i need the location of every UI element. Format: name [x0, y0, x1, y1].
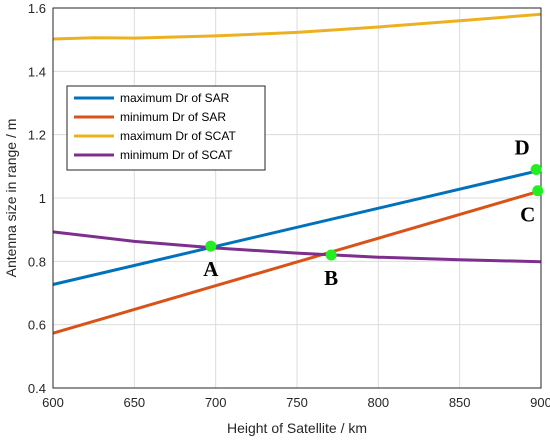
point-marker-a — [205, 240, 217, 252]
legend: maximum Dr of SAR minimum Dr of SAR maximu… — [66, 85, 266, 171]
series-lines — [52, 12, 542, 335]
series-line-2 — [52, 12, 542, 41]
point-marker-d — [530, 164, 542, 175]
grid-lines — [52, 7, 542, 389]
point-label-a: A — [203, 257, 219, 281]
legend-label-0: maximum Dr of SAR — [120, 91, 230, 105]
legend-label-2: maximum Dr of SCAT — [120, 129, 236, 143]
legend-label-1: minimum Dr of SAR — [120, 110, 226, 124]
y-tick-label: 0.6 — [28, 318, 46, 333]
x-tick-label: 900 — [530, 395, 550, 410]
series-line-3 — [52, 230, 542, 264]
point-label-c: C — [520, 203, 535, 227]
series-line-0 — [52, 168, 542, 286]
y-tick-label: 1.6 — [28, 1, 46, 16]
axis-ticks: 600 650 700 750 800 850 900 0.4 0.6 0.8 1 1.2 1.4 1.6 — [28, 1, 550, 410]
y-axis-title: Antenna size in range / m — [3, 119, 19, 278]
y-tick-label: 0.4 — [28, 381, 46, 396]
x-tick-label: 600 — [42, 395, 64, 410]
point-label-b: B — [324, 266, 338, 290]
x-tick-label: 700 — [205, 395, 227, 410]
legend-label-3: minimum Dr of SCAT — [120, 148, 233, 162]
point-markers: A B C D — [203, 136, 544, 290]
point-label-d: D — [515, 136, 530, 160]
x-tick-label: 850 — [449, 395, 471, 410]
x-tick-label: 650 — [123, 395, 145, 410]
point-marker-b — [325, 249, 337, 261]
y-tick-label: 0.8 — [28, 254, 46, 269]
point-marker-c — [532, 185, 544, 197]
series-line-1 — [52, 189, 542, 335]
x-axis-title: Height of Satellite / km — [227, 420, 367, 436]
y-tick-label: 1.2 — [28, 128, 46, 143]
x-tick-label: 750 — [286, 395, 308, 410]
y-tick-label: 1 — [39, 191, 46, 206]
y-tick-label: 1.4 — [28, 64, 46, 79]
plot-frame — [52, 7, 542, 389]
x-tick-label: 800 — [367, 395, 389, 410]
